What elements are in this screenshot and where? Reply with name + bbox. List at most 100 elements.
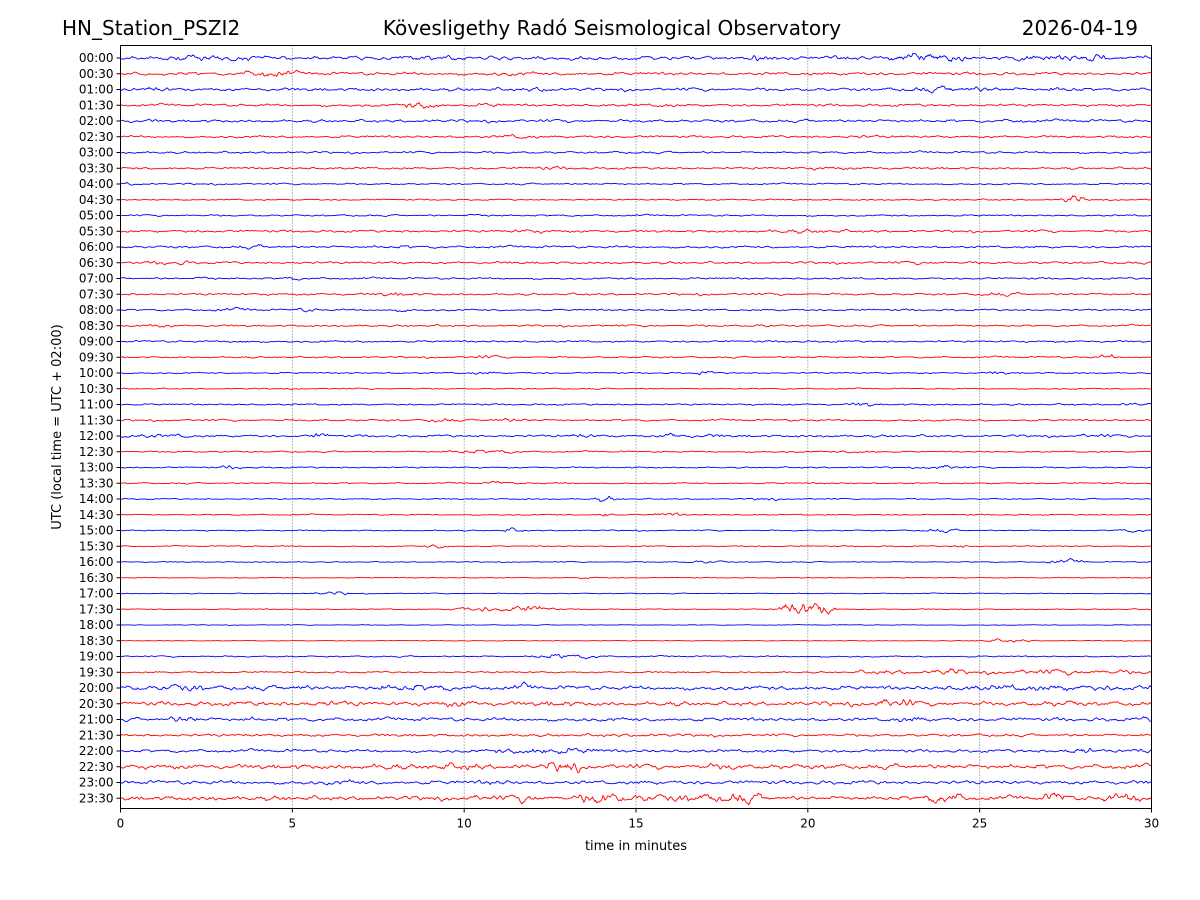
y-tick-label: 14:30	[79, 508, 114, 522]
trace-2230	[120, 762, 1152, 774]
trace-0400	[120, 181, 1152, 186]
trace-1100	[120, 402, 1152, 407]
y-tick-label: 22:30	[79, 760, 114, 774]
station-title: HN_Station_PSZI2	[62, 16, 240, 40]
y-tick-label: 16:00	[79, 555, 114, 569]
y-axis-label: UTC (local time = UTC + 02:00)	[50, 324, 65, 529]
trace-1600	[120, 557, 1152, 564]
trace-group	[120, 52, 1152, 806]
trace-1900	[120, 654, 1152, 660]
y-tick-label: 13:30	[79, 476, 114, 490]
y-tick-label: 06:00	[79, 240, 114, 254]
y-tick-label: 23:30	[79, 791, 114, 805]
y-tick-label: 16:30	[79, 571, 114, 585]
trace-0600	[120, 244, 1152, 250]
trace-1830	[120, 638, 1152, 643]
x-tick-label: 20	[800, 817, 815, 831]
y-tick-label: 19:00	[79, 650, 114, 664]
trace-0630	[120, 260, 1152, 266]
y-tick-label: 02:00	[79, 114, 114, 128]
x-tick-label: 25	[972, 817, 987, 831]
y-tick-label: 05:30	[79, 224, 114, 238]
y-tick-label: 06:30	[79, 256, 114, 270]
y-tick-label: 03:30	[79, 161, 114, 175]
y-tick-label: 18:00	[79, 618, 114, 632]
trace-0700	[120, 276, 1152, 281]
trace-0200	[120, 118, 1152, 124]
y-tick-label: 17:00	[79, 587, 114, 601]
y-tick-label: 20:30	[79, 697, 114, 711]
trace-0730	[120, 291, 1152, 297]
y-tick-label: 00:30	[79, 67, 114, 81]
y-tick-label: 08:00	[79, 303, 114, 317]
trace-0500	[120, 213, 1152, 218]
y-tick-label: 21:00	[79, 713, 114, 727]
y-tick-label: 09:00	[79, 335, 114, 349]
y-tick-label: 23:00	[79, 776, 114, 790]
trace-1200	[120, 432, 1152, 439]
y-tick-label: 01:30	[79, 98, 114, 112]
trace-1300	[120, 464, 1152, 470]
trace-1230	[120, 449, 1152, 454]
trace-0530	[120, 228, 1152, 234]
trace-0300	[120, 150, 1152, 155]
y-tick-label: 04:30	[79, 193, 114, 207]
trace-0430	[120, 195, 1152, 203]
trace-2300	[120, 779, 1152, 786]
trace-0830	[120, 323, 1152, 328]
trace-2100	[120, 716, 1152, 723]
x-tick-label: 10	[457, 817, 472, 831]
trace-0800	[120, 306, 1152, 313]
plot-frame	[120, 45, 1152, 809]
x-tick-label: 0	[117, 817, 125, 831]
y-tick-label: 11:00	[79, 398, 114, 412]
trace-0930	[120, 354, 1152, 359]
trace-0330	[120, 165, 1152, 171]
x-axis-label: time in minutes	[585, 839, 687, 854]
trace-1130	[120, 417, 1152, 423]
y-tick-label: 15:30	[79, 539, 114, 553]
trace-1000	[120, 370, 1152, 376]
x-tick-label: 5	[289, 817, 297, 831]
y-tick-label: 03:00	[79, 146, 114, 160]
y-tick-label: 07:00	[79, 272, 114, 286]
observatory-title: Kövesligethy Radó Seismological Observat…	[383, 16, 841, 40]
y-tick-label: 15:00	[79, 524, 114, 538]
trace-1700	[120, 591, 1152, 596]
trace-1730	[120, 603, 1152, 615]
trace-1530	[120, 544, 1152, 549]
y-tick-label: 17:30	[79, 602, 114, 616]
y-tick-label: 13:00	[79, 461, 114, 475]
trace-2000	[120, 681, 1152, 692]
trace-1930	[120, 668, 1152, 676]
x-axis-ticks: 0 5 10 15 20 25 30	[117, 808, 1159, 831]
y-tick-label: 22:00	[79, 744, 114, 758]
trace-1630	[120, 576, 1152, 580]
y-tick-label: 10:30	[79, 382, 114, 396]
trace-2130	[120, 733, 1152, 738]
vertical-grid	[291, 45, 981, 809]
y-tick-label: 09:30	[79, 350, 114, 364]
trace-0030	[120, 69, 1152, 77]
y-tick-label: 07:30	[79, 287, 114, 301]
trace-2330	[120, 792, 1152, 806]
trace-0100	[120, 85, 1152, 94]
trace-1800	[120, 623, 1152, 626]
y-tick-label: 05:00	[79, 209, 114, 223]
y-tick-label: 12:30	[79, 445, 114, 459]
trace-0000	[120, 52, 1152, 62]
x-tick-label: 30	[1144, 817, 1159, 831]
trace-1430	[120, 512, 1152, 517]
x-tick-label: 15	[628, 817, 643, 831]
y-tick-label: 08:30	[79, 319, 114, 333]
trace-0130	[120, 102, 1152, 109]
trace-1400	[120, 495, 1152, 503]
y-tick-label: 19:30	[79, 665, 114, 679]
trace-0900	[120, 339, 1152, 343]
y-tick-label: 02:30	[79, 130, 114, 144]
trace-1330	[120, 480, 1152, 485]
y-tick-label: 14:00	[79, 492, 114, 506]
date-title: 2026-04-19	[1022, 16, 1138, 40]
